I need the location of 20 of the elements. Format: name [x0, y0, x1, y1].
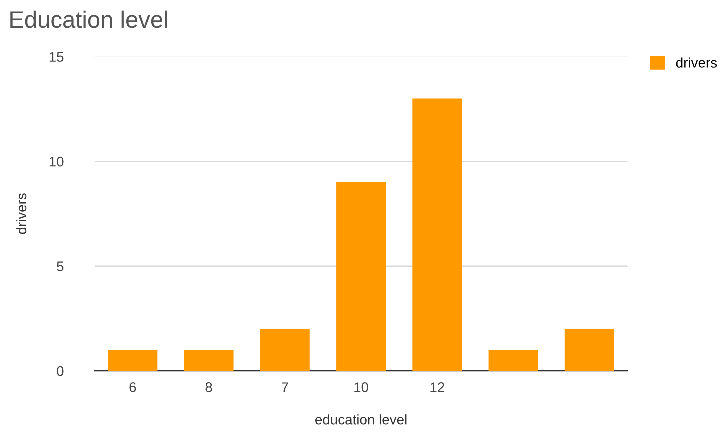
legend-label: drivers: [676, 58, 718, 68]
bar: [564, 329, 614, 372]
x-tick-label: 8: [206, 382, 212, 392]
y-axis-title: drivers: [16, 194, 27, 234]
x-tick-label: 6: [130, 382, 136, 392]
bar: [260, 329, 310, 372]
bar: [184, 350, 234, 372]
x-axis-title: education level: [316, 414, 407, 425]
y-tick-label: 5: [57, 262, 64, 272]
y-tick-label: 0: [57, 366, 64, 376]
y-tick-label: 15: [50, 52, 64, 62]
x-tick-label: 7: [282, 382, 288, 392]
y-tick-label: 10: [50, 156, 64, 167]
x-tick-label: 12: [430, 382, 444, 392]
chart-title: Education level: [10, 10, 168, 28]
x-tick-label: 10: [354, 382, 368, 392]
bar: [412, 98, 462, 372]
bar: [488, 350, 538, 372]
bar: [108, 350, 158, 372]
bar: [336, 182, 386, 372]
